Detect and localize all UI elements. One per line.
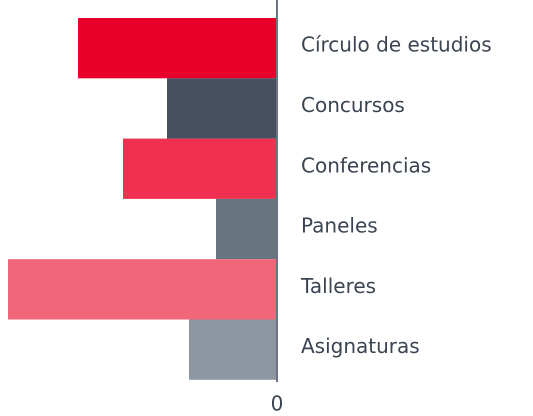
category-label: Talleres [300,274,376,298]
x-tick-label: 0 [271,392,284,416]
category-label: Asignaturas [301,334,420,358]
bar [167,78,277,139]
bar [123,138,277,199]
bar [8,259,277,320]
category-label: Concursos [301,93,405,117]
bar [216,198,277,260]
bar [78,18,277,79]
bar [189,319,277,380]
category-label: Paneles [301,214,378,238]
category-label: Conferencias [301,153,431,177]
category-label: Círculo de estudios [301,33,492,57]
